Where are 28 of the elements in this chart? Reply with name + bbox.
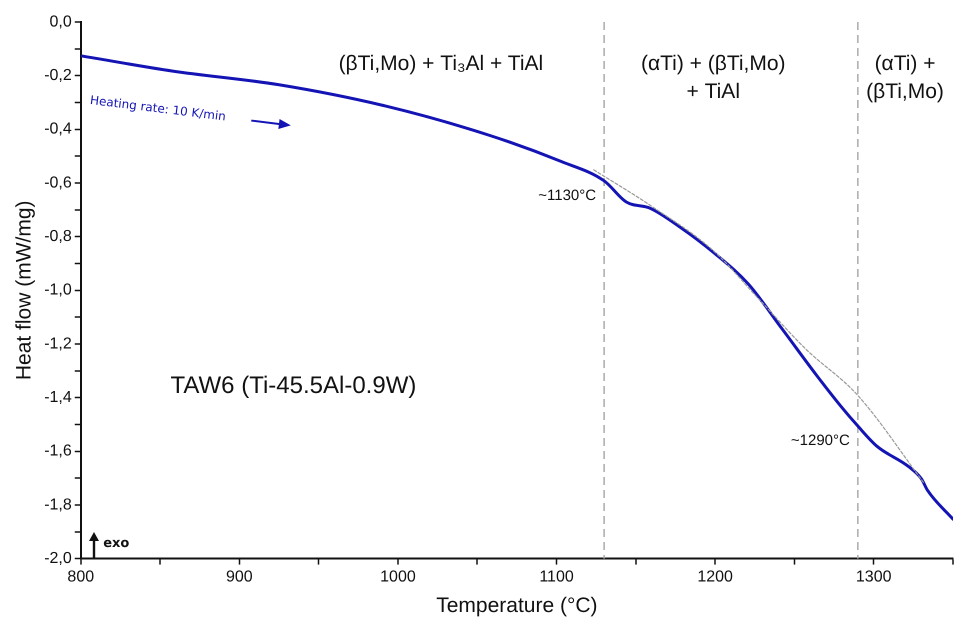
x-axis-title: Temperature (°C): [436, 594, 598, 618]
x-tick-label: 1300: [856, 568, 892, 586]
y-axis-title: Heat flow (mW/mg): [12, 200, 36, 380]
x-tick-label: 1100: [539, 568, 574, 586]
annotation: exo: [103, 536, 130, 554]
annotation: ~1130°C: [537, 186, 596, 204]
y-tick-label: -2,0: [44, 550, 72, 568]
y-tick-label: -1,2: [44, 335, 72, 352]
x-tick-label: 1200: [697, 568, 734, 586]
annotation: (βTi,Mo) + Ti₃Al + TiAl: [338, 51, 544, 78]
annotation: ~1290°C: [790, 432, 850, 450]
annotation: (αTi) + (βTi,Mo): [865, 51, 945, 105]
y-tick-label: -0,4: [44, 120, 72, 138]
x-tick-label: 800: [67, 568, 94, 586]
y-tick-label: -1,0: [44, 282, 72, 299]
y-tick-label: 0,0: [50, 13, 72, 30]
y-tick-label: -0,8: [44, 228, 72, 246]
line-series: [80, 54, 953, 521]
x-tick-label: 900: [226, 568, 253, 586]
annotation: Heating rate: 10 K/min: [89, 92, 228, 126]
y-tick-label: -0,2: [44, 67, 72, 84]
annotation: (αTi) + (βTi,Mo) + TiAl: [640, 51, 787, 105]
annotation: TAW6 (Ti-45.5Al-0.9W): [170, 371, 418, 402]
y-tick-label: -1,4: [44, 389, 72, 406]
y-tick-label: -1,8: [44, 496, 72, 514]
y-tick-label: -0,6: [44, 174, 72, 192]
y-tick-label: -1,6: [44, 442, 72, 460]
x-tick-label: 1000: [380, 568, 416, 586]
